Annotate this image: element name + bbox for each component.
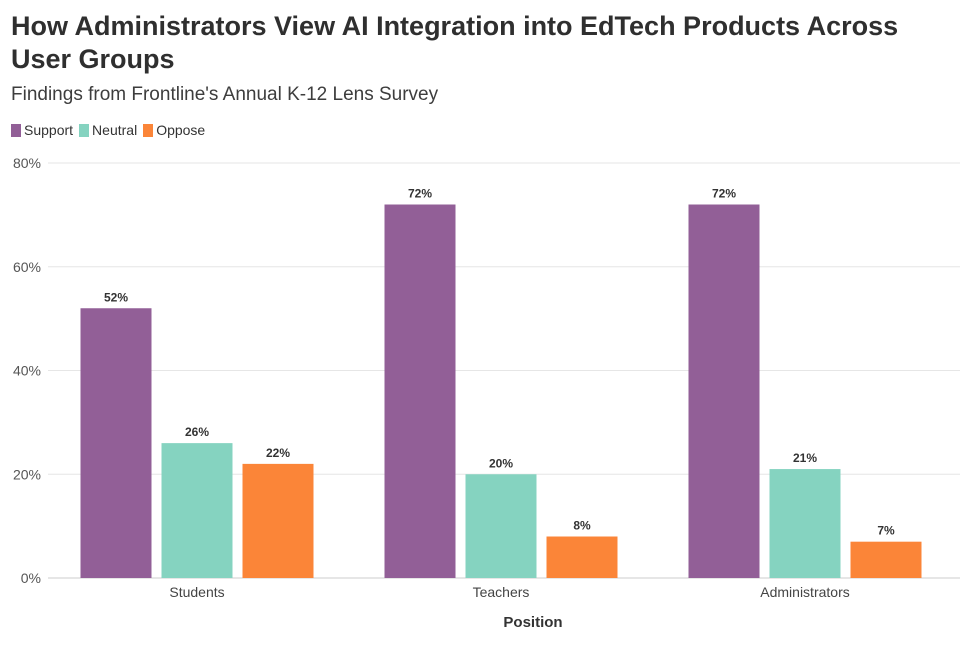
bar-oppose [850,541,922,578]
legend-swatch-support [11,123,21,137]
bar-neutral [769,469,841,578]
y-tick-label: 80% [13,155,41,171]
bar-support [688,204,760,578]
data-label: 72% [408,187,432,201]
data-label: 22% [266,446,290,460]
data-label: 72% [712,187,736,201]
legend: Support Neutral Oppose [11,122,211,138]
legend-swatch-neutral [79,123,90,137]
data-label: 7% [877,524,895,538]
legend-label-neutral: Neutral [92,122,138,138]
y-tick-label: 40% [13,363,41,379]
legend-label-oppose: Oppose [156,122,206,138]
chart-subtitle: Findings from Frontline's Annual K-12 Le… [11,84,439,105]
bar-neutral [161,443,233,578]
chart-title: How Administrators View AI Integration i… [11,11,899,74]
legend-swatch-oppose [143,123,154,137]
bar-support [384,204,456,578]
bar-neutral [465,474,537,578]
data-label: 8% [573,519,591,533]
x-tick-label: Administrators [760,584,849,600]
x-axis-title: Position [503,614,562,631]
legend-label-support: Support [24,122,74,138]
data-label: 26% [185,425,209,439]
data-label: 52% [104,290,128,304]
y-tick-label: 20% [13,466,41,482]
legend-item-oppose: Oppose [143,122,205,138]
bar-oppose [242,463,314,578]
x-tick-label: Students [169,584,224,600]
bar-support [80,308,152,578]
y-tick-label: 60% [13,259,41,275]
bar-oppose [546,536,618,578]
legend-item-neutral: Neutral [79,122,137,138]
y-tick-label: 0% [21,570,41,586]
data-label: 21% [793,451,817,465]
legend-item-support: Support [11,122,73,138]
x-tick-label: Teachers [473,584,530,600]
data-label: 20% [489,456,513,470]
